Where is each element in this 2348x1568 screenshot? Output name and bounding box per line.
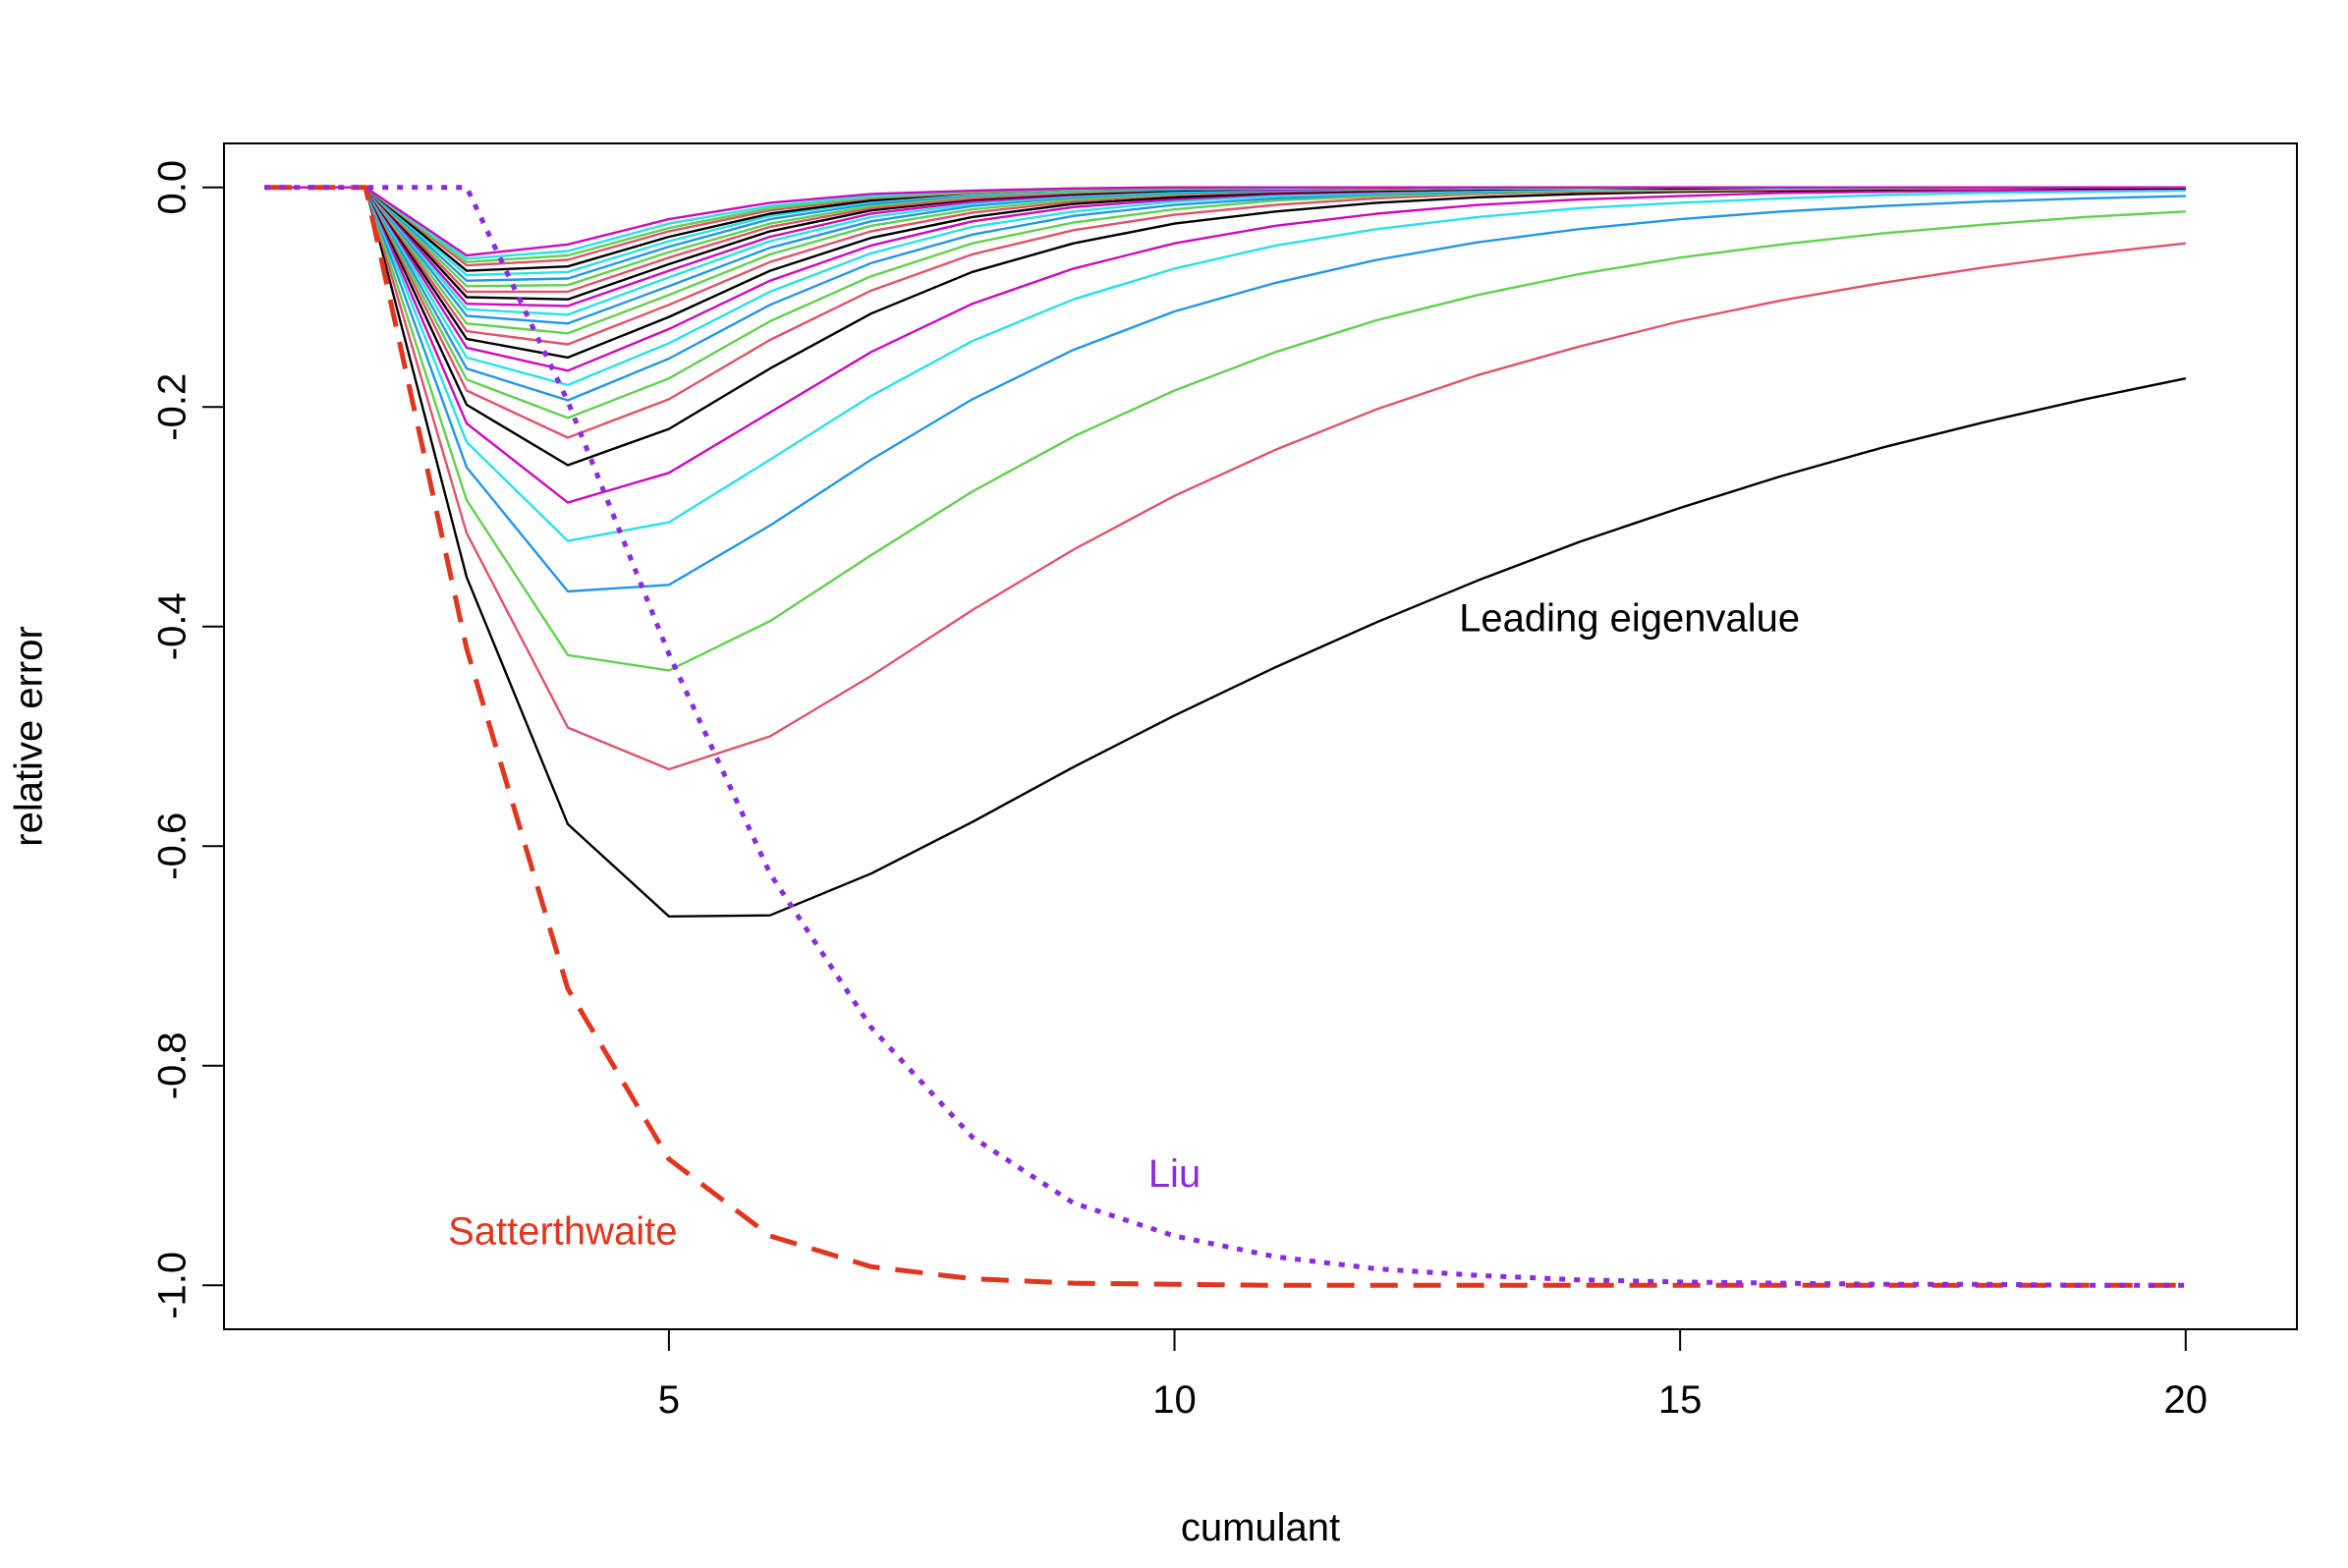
series-layer bbox=[264, 185, 2187, 1288]
x-axis-title: cumulant bbox=[1181, 1506, 1340, 1549]
series-line-3 bbox=[264, 186, 2186, 672]
annotation-satterthwaite: Satterthwaite bbox=[448, 1209, 677, 1253]
y-tick-label: -1.0 bbox=[151, 1252, 195, 1319]
axes-layer: 5 10 15 20 0.0 -0.2 -0.4 -0.6 -0.8 -1.0 bbox=[151, 160, 2208, 1422]
series-liu-line bbox=[264, 185, 2186, 1288]
x-tick-label: 5 bbox=[658, 1378, 680, 1422]
y-tick-label: -0.4 bbox=[151, 592, 195, 660]
series-line-6 bbox=[264, 186, 2186, 504]
x-tick-label: 20 bbox=[2164, 1378, 2208, 1422]
y-tick-label: -0.8 bbox=[151, 1032, 195, 1099]
annotation-leading-eigenvalue: Leading eigenvalue bbox=[1459, 597, 1800, 641]
series-line-1 bbox=[264, 186, 2187, 918]
series-satterthwaite-line bbox=[264, 185, 2186, 1288]
annotation-layer: Leading eigenvalue Liu Satterthwaite bbox=[448, 597, 1800, 1254]
y-tick-label: -0.2 bbox=[151, 373, 195, 441]
y-tick-label: -0.6 bbox=[151, 812, 195, 880]
series-line-2 bbox=[264, 186, 2186, 771]
annotation-liu: Liu bbox=[1148, 1152, 1201, 1196]
series-line-5 bbox=[264, 186, 2186, 542]
plot-frame bbox=[223, 142, 2298, 1330]
y-axis-title: relative error bbox=[8, 626, 51, 847]
x-tick-label: 15 bbox=[1658, 1378, 1703, 1422]
x-tick-label: 10 bbox=[1152, 1378, 1197, 1422]
series-line-28 bbox=[264, 186, 2186, 257]
series-line-4 bbox=[264, 186, 2186, 593]
y-tick-label: 0.0 bbox=[151, 160, 195, 215]
